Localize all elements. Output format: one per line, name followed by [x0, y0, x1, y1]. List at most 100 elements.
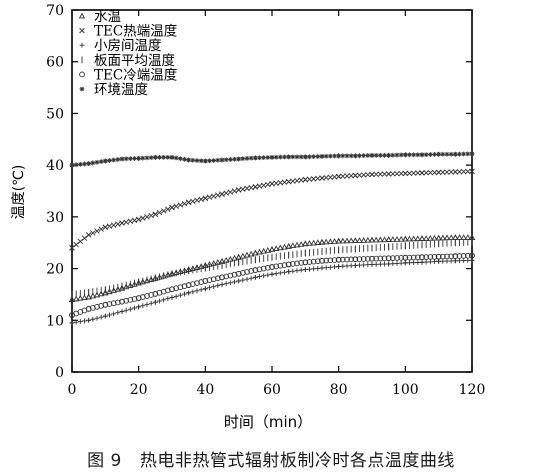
series-5-marker — [127, 156, 133, 162]
series-5-marker — [236, 156, 242, 162]
series-1-marker — [152, 211, 159, 217]
series-2-marker — [323, 265, 329, 271]
series-2-marker — [290, 268, 296, 274]
series-4-marker — [352, 256, 359, 263]
series-1-marker — [210, 193, 217, 199]
series-4-marker — [444, 253, 450, 260]
series-2-marker — [340, 263, 346, 269]
series-0-marker — [443, 234, 451, 241]
series-1-marker — [73, 241, 79, 248]
series-2-marker — [219, 282, 225, 288]
series-5-marker — [152, 154, 158, 160]
series-5-marker — [386, 152, 392, 158]
series-4-marker — [360, 256, 367, 262]
series-0-marker — [393, 236, 401, 242]
legend-label: 环境温度 — [94, 82, 148, 98]
series-5-marker — [194, 158, 200, 163]
series-4-marker — [264, 264, 271, 271]
series-1-marker — [69, 245, 75, 251]
series-0-marker — [77, 294, 84, 301]
series-1-marker — [198, 196, 204, 202]
series-1-marker — [465, 168, 471, 175]
series-4-marker — [110, 300, 117, 307]
series-0-marker — [310, 239, 317, 246]
legend-label: 水温 — [94, 9, 121, 25]
series-5-marker — [257, 155, 262, 161]
series-0-marker — [252, 249, 259, 256]
series-5-marker — [332, 153, 337, 159]
series-2-marker — [365, 262, 371, 268]
series-5-marker — [419, 152, 425, 158]
x-tick-label: 80 — [330, 382, 348, 398]
series-4-marker — [102, 301, 109, 308]
figure-number: 图 9 — [87, 451, 122, 471]
series-0-marker — [348, 237, 355, 244]
series-5-marker — [123, 156, 129, 162]
series-2-marker — [440, 258, 446, 264]
series-4-marker — [202, 278, 209, 284]
legend-marker-5 — [79, 86, 85, 92]
series-0-marker — [102, 289, 109, 296]
series-2-marker — [294, 268, 300, 274]
series-2-marker — [352, 263, 358, 268]
series-5-marker — [407, 152, 412, 158]
series-0-marker — [339, 237, 346, 244]
series-0-marker — [343, 237, 351, 244]
series-2-marker — [315, 266, 321, 271]
series-0-marker — [93, 291, 101, 298]
series-2-marker — [402, 260, 408, 266]
series-1-marker — [160, 208, 167, 214]
series-0-marker — [289, 242, 296, 249]
legend-label: TEC冷端温度 — [94, 67, 177, 83]
series-0-marker — [264, 247, 271, 253]
series-1-marker — [227, 189, 234, 195]
series-5-marker — [132, 156, 137, 161]
series-4-marker — [398, 254, 405, 261]
series-5-marker — [336, 153, 342, 159]
series-5-marker — [69, 162, 75, 168]
series-2-marker — [161, 297, 167, 303]
series-5-marker — [432, 152, 437, 157]
series-2-marker — [186, 290, 192, 296]
series-5-marker — [382, 152, 387, 158]
series-2-marker — [282, 269, 287, 275]
series-1-marker — [219, 191, 225, 197]
series-1-marker — [244, 185, 250, 192]
series-2-marker — [144, 302, 150, 307]
series-0-marker — [243, 251, 251, 258]
axis-ticks: 0 20 40 60 80 100 120 0 10 20 30 40 50 60 70 — [46, 3, 485, 398]
series-1-marker — [94, 228, 100, 234]
series-0-marker — [239, 252, 246, 259]
series-4 — [69, 252, 475, 318]
figure-caption: 图 9 热电非热管式辐射板制冷时各点温度曲线 — [0, 446, 542, 471]
series-2-marker — [182, 291, 187, 297]
series-5-marker — [248, 155, 254, 161]
temperature-chart: 0 20 40 60 80 100 120 0 10 20 30 40 50 60 70 水温TEC热端温度… — [11, 3, 485, 431]
series-2-marker — [307, 266, 312, 272]
series-4-marker — [131, 296, 138, 302]
series-4-marker — [210, 276, 217, 283]
series-4-marker — [356, 256, 363, 262]
series-2-marker — [127, 306, 133, 312]
series-2-marker — [73, 319, 79, 325]
series-1-marker — [406, 170, 413, 177]
series-4-marker — [127, 297, 134, 303]
series-2-marker — [132, 305, 137, 311]
series-2-marker — [386, 261, 392, 267]
series-1-marker — [81, 235, 88, 241]
series-1-marker — [415, 170, 421, 176]
series-0-marker — [410, 235, 417, 242]
series-4-marker — [469, 252, 475, 259]
series-2-marker — [373, 261, 379, 267]
series-5-marker — [298, 154, 304, 160]
series-1-marker — [194, 197, 200, 204]
series-5-marker — [182, 156, 187, 162]
series-1-marker — [444, 169, 450, 175]
series-4-marker — [414, 254, 421, 261]
series-4-marker — [289, 261, 296, 267]
series-5-marker — [457, 151, 462, 157]
series-layer — [68, 151, 476, 326]
series-2-marker — [90, 316, 96, 322]
series-1-marker — [77, 238, 84, 245]
series-1-marker — [215, 192, 221, 198]
